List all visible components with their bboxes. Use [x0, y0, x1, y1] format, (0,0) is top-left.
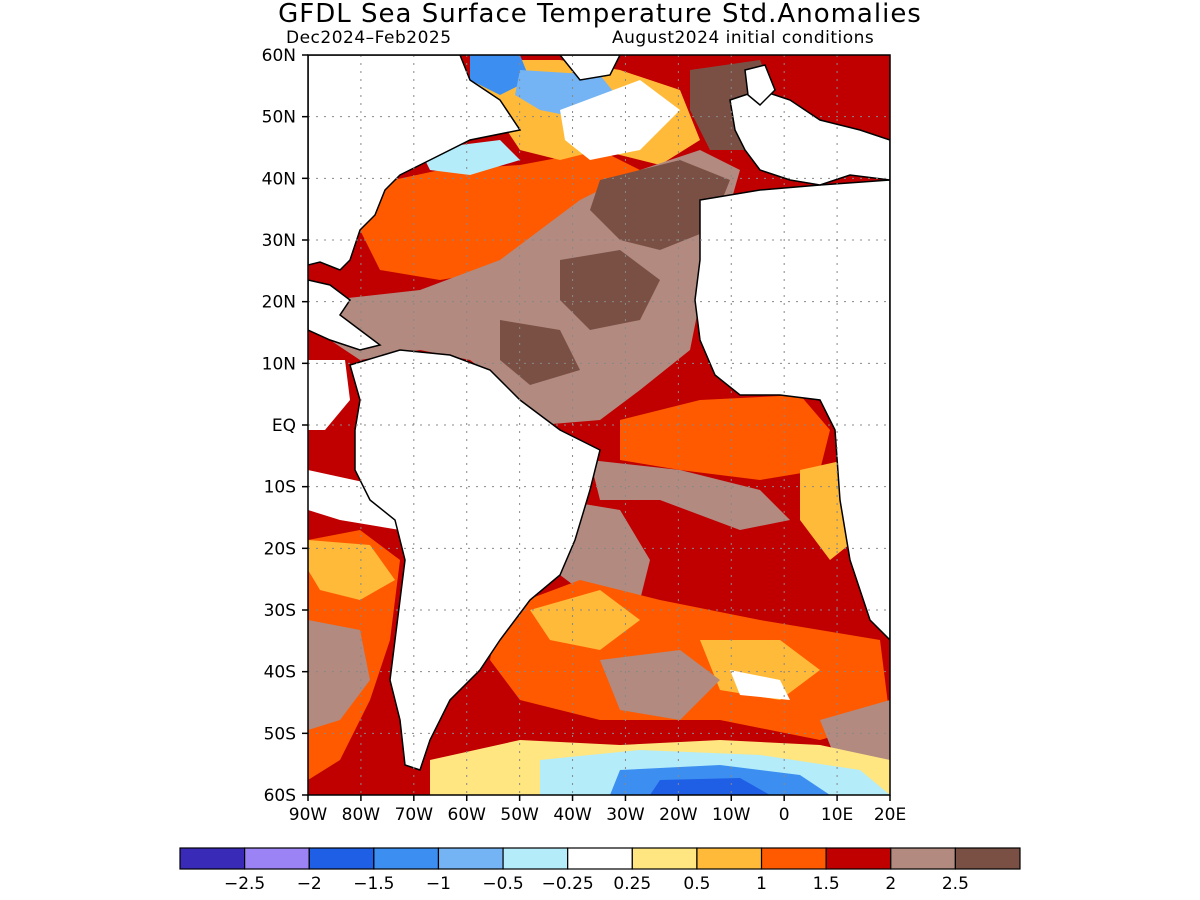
- lat-label: 10S: [264, 478, 296, 498]
- patch-south-brown-1: [590, 460, 790, 530]
- colorbar-label: −1: [426, 874, 451, 894]
- colorbar-swatch: [502, 847, 569, 870]
- land-british-isles: [744, 64, 776, 107]
- lat-label: EQ: [272, 416, 296, 436]
- colorbar-swatch: [437, 847, 504, 870]
- lon-label: 20E: [874, 805, 906, 825]
- patch-south-brown-3: [600, 650, 720, 720]
- lon-label: 0: [779, 805, 790, 825]
- colorbar-label: 0.25: [613, 874, 651, 894]
- longitude-axis: 90W 80W 70W 60W 50W 40W 30W 20W 10W 0 10E 20E: [289, 795, 906, 825]
- lat-label: 20N: [262, 293, 296, 313]
- patch-pacific-brown: [308, 620, 370, 730]
- land-greenland: [559, 55, 621, 81]
- colorbar-swatch: [760, 847, 827, 870]
- season-subtitle: Dec2024–Feb2025: [286, 28, 452, 48]
- chart-title: GFDL Sea Surface Temperature Std.Anomali…: [278, 0, 922, 29]
- land-central-america: [308, 279, 382, 351]
- colorbar-label: 2.5: [942, 874, 969, 894]
- patch-pacific-white: [308, 360, 350, 430]
- land-africa: [694, 179, 890, 642]
- map-field: [308, 55, 890, 795]
- lat-label: 50S: [264, 724, 296, 744]
- patch-pacific-yellow: [308, 540, 395, 600]
- lon-label: 20W: [659, 805, 698, 825]
- patch-south-yellow-1: [530, 590, 640, 650]
- lon-label: 50W: [500, 805, 539, 825]
- lat-label: 40S: [264, 663, 296, 683]
- colorbar-boxes: [179, 847, 1021, 870]
- colorbar-swatch: [308, 847, 375, 870]
- lat-label: 50N: [262, 108, 296, 128]
- colorbar-label: −0.5: [482, 874, 523, 894]
- colorbar-swatch: [825, 847, 892, 870]
- lat-label: 60N: [262, 46, 296, 66]
- colorbar-swatch: [373, 847, 440, 870]
- anomaly-patches: [308, 55, 890, 795]
- lon-label: 80W: [342, 805, 381, 825]
- lat-label: 40N: [262, 169, 296, 189]
- patch-tropical-darkbrown-2: [560, 250, 660, 330]
- patch-southern-darkblue: [650, 778, 770, 795]
- lat-label: 30S: [264, 601, 296, 621]
- gridlines: [308, 55, 890, 795]
- colorbar-labels: −2.5 −2 −1.5 −1 −0.5 −0.25 0.25 0.5 1 1.5 2 2.5: [224, 874, 969, 894]
- lat-label: 30N: [262, 231, 296, 251]
- colorbar-swatch: [244, 847, 310, 870]
- colorbar-swatch: [696, 847, 763, 870]
- patch-north-atlantic-orange: [360, 150, 640, 280]
- land-europe: [729, 89, 890, 186]
- latitude-axis: 60N 50N 40N 30N 20N 10N EQ 10S 20S 30S 40S 50S 60S: [262, 46, 308, 806]
- lon-label: 40W: [553, 805, 592, 825]
- colorbar-swatch: [890, 847, 956, 870]
- land-south-america: [349, 349, 601, 771]
- colorbar-label: −2.5: [224, 874, 265, 894]
- colorbar-swatch: [954, 847, 1021, 870]
- lat-label: 10N: [262, 354, 296, 374]
- colorbar-label: −1.5: [353, 874, 394, 894]
- lon-label: 10E: [821, 805, 853, 825]
- patch-white-north: [560, 80, 680, 160]
- patch-labrador-blue: [470, 55, 530, 95]
- lon-label: 10W: [712, 805, 751, 825]
- colorbar-label: 2: [885, 874, 896, 894]
- patch-eq-orange: [620, 395, 830, 480]
- lat-label: 20S: [264, 539, 296, 559]
- colorbar-label: −0.25: [542, 874, 594, 894]
- lat-label: 60S: [264, 786, 296, 806]
- colorbar-label: −2: [297, 874, 322, 894]
- colorbar-label: 1.5: [813, 874, 840, 894]
- colorbar-swatch: [179, 847, 246, 870]
- colorbar-label: 1: [756, 874, 767, 894]
- colorbar-swatch: [567, 847, 633, 870]
- patch-tropical-darkbrown-1: [590, 160, 730, 250]
- colorbar-label: 0.5: [683, 874, 710, 894]
- patch-south-yellow-2: [700, 640, 820, 700]
- lon-label: 90W: [289, 805, 328, 825]
- initial-conditions-subtitle: August2024 initial conditions: [612, 28, 875, 48]
- lon-label: 60W: [448, 805, 487, 825]
- patch-south-white: [730, 670, 790, 700]
- colorbar-swatch: [631, 847, 698, 870]
- lon-label: 30W: [606, 805, 645, 825]
- lon-label: 70W: [395, 805, 434, 825]
